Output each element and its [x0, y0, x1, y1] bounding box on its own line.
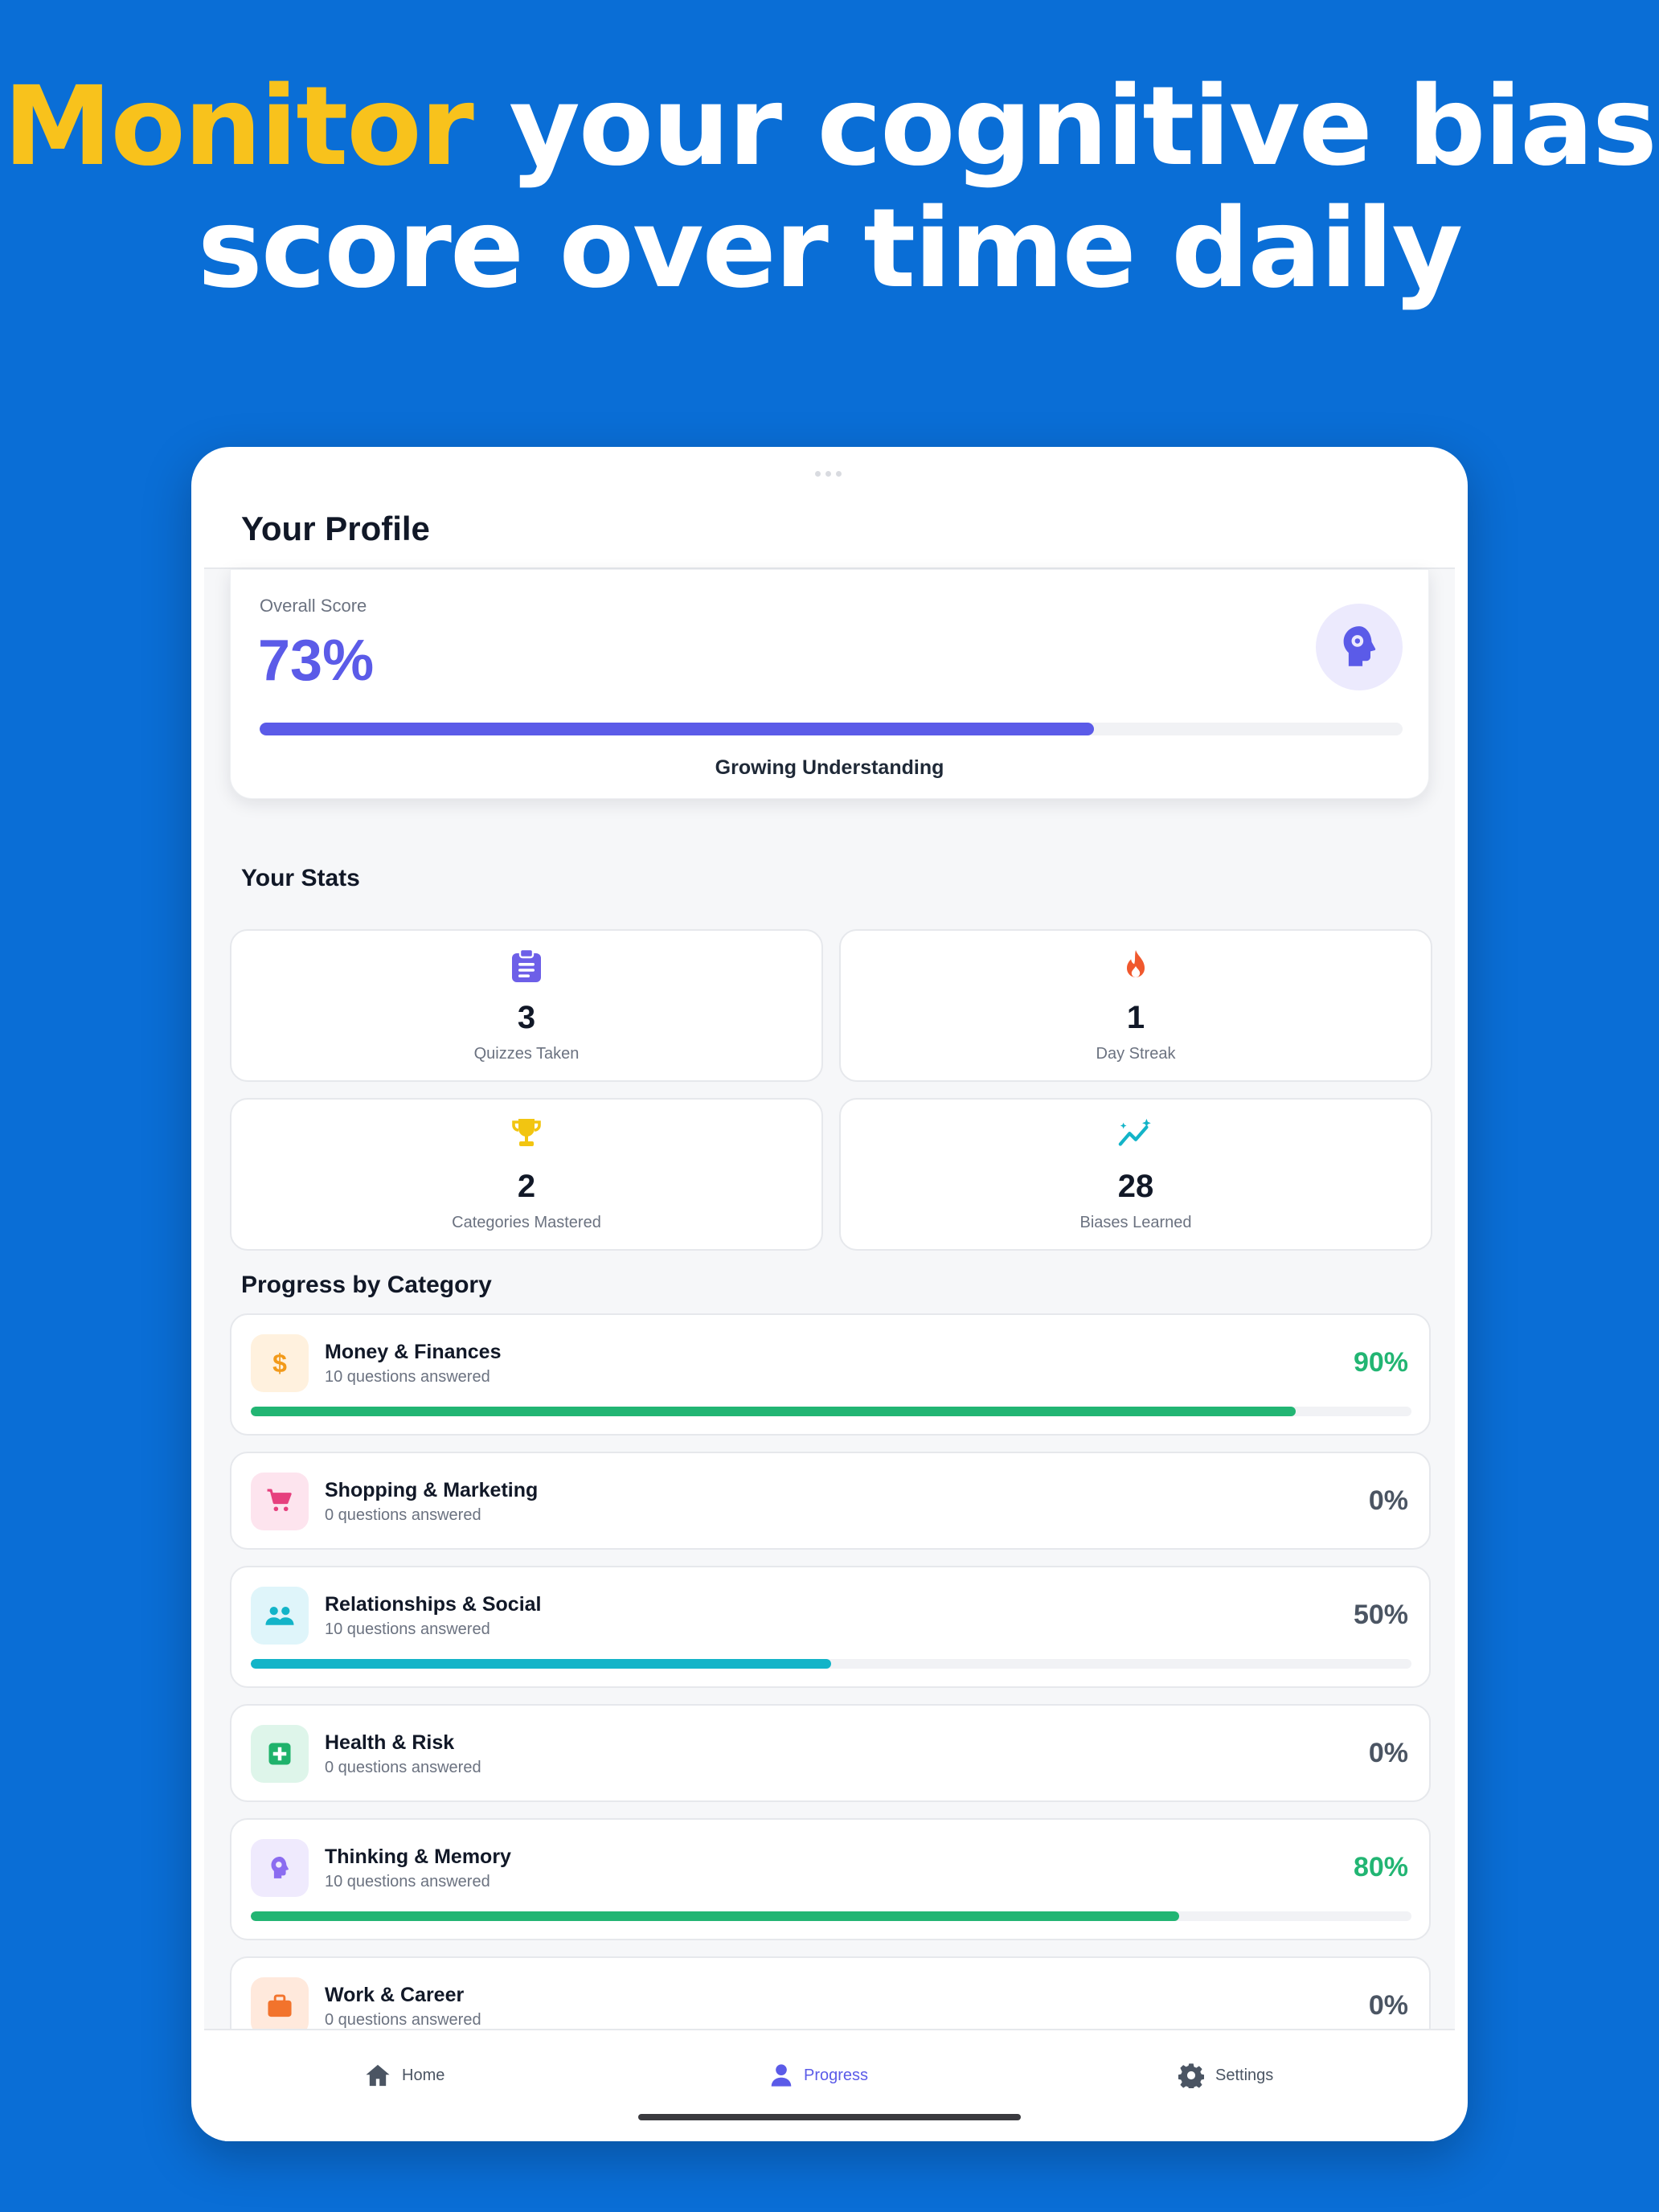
category-card-relationships[interactable]: Relationships & Social 10 questions answ… [230, 1566, 1431, 1688]
score-level-text: Growing Understanding [715, 756, 944, 779]
stat-card-quizzes[interactable]: 3 Quizzes Taken [230, 929, 823, 1082]
tablet-frame: Your Profile Overall Score 73% Growing U… [191, 447, 1468, 2141]
page-title: Your Profile [241, 510, 430, 547]
sparkle-trend-icon [841, 1117, 1431, 1156]
stat-card-streak[interactable]: 1 Day Streak [839, 929, 1432, 1082]
category-questions: 10 questions answered [325, 1873, 490, 1890]
stat-card-biases[interactable]: 28 Biases Learned [839, 1098, 1432, 1251]
medical-plus-icon [251, 1725, 309, 1783]
category-progress-fill [251, 1407, 1296, 1416]
category-questions: 10 questions answered [325, 1368, 490, 1386]
category-percent: 50% [1353, 1600, 1408, 1630]
category-name: Shopping & Marketing [325, 1479, 539, 1501]
home-indicator[interactable] [638, 2114, 1021, 2120]
stat-label: Biases Learned [1079, 1214, 1192, 1231]
category-percent: 0% [1368, 1485, 1408, 1516]
category-progress [251, 1659, 1411, 1669]
overall-score-card: Overall Score 73% Growing Understanding [230, 569, 1429, 799]
overall-score-label: Overall Score [260, 596, 367, 616]
category-name: Health & Risk [325, 1731, 455, 1754]
stat-value: 3 [517, 1000, 536, 1035]
category-percent: 90% [1353, 1347, 1408, 1378]
stat-value: 2 [517, 1169, 536, 1204]
category-name: Money & Finances [325, 1341, 502, 1363]
trophy-icon [231, 1117, 821, 1156]
headline-accent: Monitor [3, 63, 474, 190]
cart-icon [251, 1473, 309, 1530]
category-progress-fill [251, 1911, 1180, 1921]
person-icon [771, 2064, 792, 2087]
tab-progress[interactable]: Progress [770, 2059, 868, 2091]
brain-gear-icon [1316, 604, 1403, 690]
stat-value: 28 [1117, 1169, 1154, 1204]
status-bar [191, 447, 1468, 489]
categories-section-title: Progress by Category [241, 1272, 492, 1298]
headline-line-2: score over time daily [197, 186, 1463, 313]
category-percent: 0% [1368, 1990, 1408, 2021]
category-card-health[interactable]: Health & Risk 0 questions answered 0% [230, 1704, 1431, 1802]
tab-label: Progress [804, 2066, 869, 2084]
category-questions: 10 questions answered [325, 1620, 490, 1638]
flame-icon [841, 948, 1431, 987]
category-name: Thinking & Memory [325, 1845, 511, 1868]
category-card-thinking[interactable]: Thinking & Memory 10 questions answered … [230, 1818, 1431, 1940]
app-header: Your Profile [204, 489, 1455, 569]
home-icon [366, 2064, 390, 2087]
category-questions: 0 questions answered [325, 2011, 481, 2029]
overall-score-progress-fill [260, 723, 1095, 735]
stat-label: Day Streak [1096, 1045, 1176, 1063]
clipboard-icon [231, 948, 821, 987]
dollar-icon: $ [251, 1334, 309, 1392]
category-card-money[interactable]: $ Money & Finances 10 questions answered… [230, 1313, 1431, 1436]
tab-settings[interactable]: Settings [1178, 2059, 1273, 2091]
gear-icon [1178, 2063, 1204, 2088]
category-card-shopping[interactable]: Shopping & Marketing 0 questions answere… [230, 1452, 1431, 1550]
category-progress [251, 1911, 1411, 1921]
stat-label: Categories Mastered [452, 1214, 601, 1231]
category-questions: 0 questions answered [325, 1759, 481, 1776]
overall-score-progress [260, 723, 1403, 735]
headline-line-1: Monitor your cognitive bias [0, 66, 1659, 188]
tab-label: Settings [1215, 2066, 1274, 2084]
tab-label: Home [402, 2066, 445, 2084]
category-questions: 0 questions answered [325, 1506, 481, 1524]
briefcase-icon [251, 1977, 309, 2035]
bottom-tab-bar: Home Progress Settings [204, 2029, 1455, 2141]
category-progress [251, 1407, 1411, 1416]
overall-score-value: 73% [258, 629, 375, 693]
stat-card-categories[interactable]: 2 Categories Mastered [230, 1098, 823, 1251]
people-icon [251, 1587, 309, 1645]
tab-home[interactable]: Home [365, 2059, 444, 2091]
marketing-headline: Monitor your cognitive bias score over t… [0, 66, 1659, 310]
multitasking-dots[interactable] [812, 471, 844, 477]
stats-section-title: Your Stats [241, 865, 360, 891]
category-name: Relationships & Social [325, 1593, 542, 1616]
category-progress-fill [251, 1659, 831, 1669]
app-screen: Your Profile Overall Score 73% Growing U… [204, 489, 1455, 2141]
stat-value: 1 [1126, 1000, 1145, 1035]
category-percent: 0% [1368, 1738, 1408, 1768]
stat-label: Quizzes Taken [473, 1045, 580, 1063]
headline-line-1-rest: your cognitive bias [472, 63, 1657, 190]
category-percent: 80% [1353, 1852, 1408, 1882]
category-name: Work & Career [325, 1984, 465, 2006]
brain-icon [251, 1839, 309, 1897]
